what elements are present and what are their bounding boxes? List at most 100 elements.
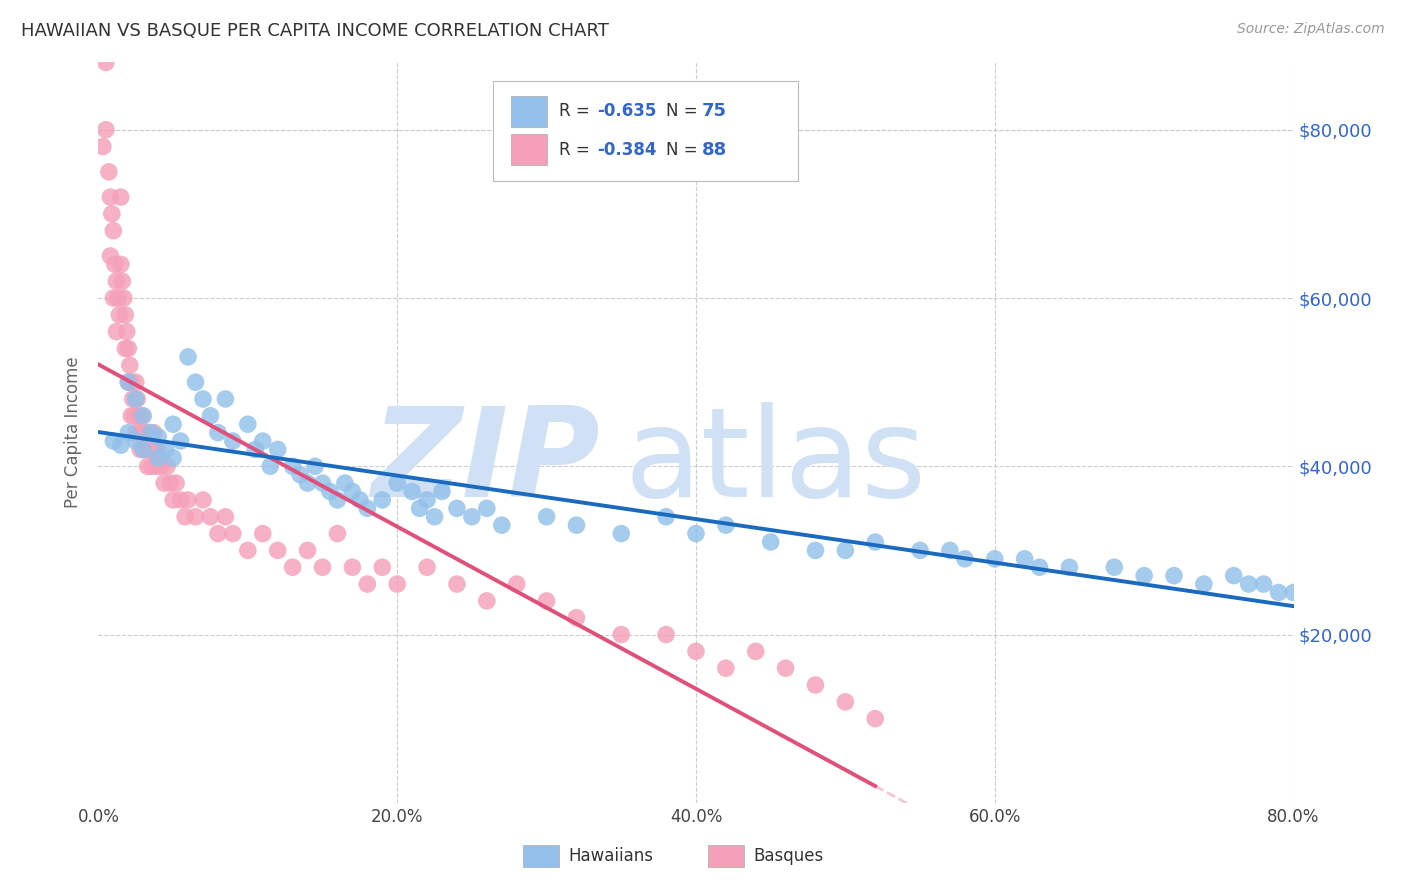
Point [1028, 560, 1050, 574]
Point [953, 551, 976, 566]
Point [110, 257, 132, 271]
Point [132, 425, 155, 440]
Point [159, 476, 181, 491]
Point [143, 442, 166, 457]
Point [145, 459, 167, 474]
Point [125, 375, 148, 389]
Point [214, 392, 236, 406]
Point [115, 325, 138, 339]
Text: Source: ZipAtlas.com: Source: ZipAtlas.com [1237, 22, 1385, 37]
Point [222, 434, 245, 448]
Point [117, 375, 139, 389]
Point [120, 409, 142, 423]
Point [148, 430, 170, 444]
Point [685, 526, 707, 541]
Point [150, 459, 173, 474]
Point [461, 509, 484, 524]
Point [416, 492, 439, 507]
Point [118, 359, 141, 373]
Point [714, 661, 737, 675]
Text: atlas: atlas [624, 401, 927, 523]
Point [371, 560, 394, 574]
Point [475, 501, 498, 516]
Point [129, 425, 152, 440]
Text: Hawaiians: Hawaiians [568, 847, 654, 865]
Point [385, 476, 409, 491]
Text: 88: 88 [702, 141, 727, 159]
Point [207, 526, 229, 541]
Point [423, 509, 446, 524]
Point [114, 342, 136, 356]
Point [319, 484, 342, 499]
Point [326, 492, 349, 507]
Point [804, 543, 827, 558]
Point [1133, 568, 1156, 582]
Point [184, 375, 207, 389]
FancyBboxPatch shape [494, 81, 797, 181]
Point [236, 417, 259, 432]
Point [506, 577, 529, 591]
Point [446, 501, 468, 516]
Point [110, 190, 132, 204]
Point [177, 492, 200, 507]
Point [401, 484, 423, 499]
Point [141, 459, 163, 474]
Point [267, 442, 290, 457]
Point [610, 627, 633, 641]
Point [148, 442, 170, 457]
Point [174, 509, 197, 524]
Point [236, 543, 259, 558]
Point [129, 442, 152, 457]
Point [1163, 568, 1185, 582]
Point [326, 526, 349, 541]
Y-axis label: Per Capita Income: Per Capita Income [65, 357, 83, 508]
Point [131, 409, 153, 423]
Point [371, 492, 394, 507]
Point [105, 274, 128, 288]
Point [114, 308, 136, 322]
Text: 75: 75 [702, 103, 727, 120]
Text: N =: N = [666, 103, 703, 120]
Point [148, 450, 170, 465]
Point [356, 501, 378, 516]
Point [267, 543, 290, 558]
Point [124, 409, 146, 423]
Point [416, 560, 439, 574]
Point [408, 501, 430, 516]
Point [311, 476, 333, 491]
Point [162, 417, 184, 432]
Point [610, 526, 633, 541]
Text: ZIP: ZIP [371, 401, 600, 523]
Point [1282, 585, 1305, 599]
Point [117, 342, 139, 356]
Point [984, 551, 1007, 566]
Point [98, 249, 122, 263]
Point [1014, 551, 1036, 566]
Point [156, 459, 179, 474]
Text: -0.384: -0.384 [596, 141, 657, 159]
Bar [709, 845, 744, 867]
Point [297, 543, 319, 558]
Point [98, 190, 122, 204]
Point [222, 526, 245, 541]
Point [214, 509, 236, 524]
Point [1237, 577, 1260, 591]
Point [804, 678, 827, 692]
Point [865, 712, 887, 726]
Text: Basques: Basques [754, 847, 824, 865]
Point [356, 577, 378, 591]
Point [281, 459, 304, 474]
Point [252, 526, 274, 541]
Point [108, 308, 131, 322]
Point [333, 476, 356, 491]
Point [939, 543, 962, 558]
Point [745, 644, 768, 658]
Point [288, 467, 311, 482]
Point [1267, 585, 1289, 599]
Point [191, 392, 214, 406]
Point [342, 484, 364, 499]
Point [107, 291, 129, 305]
Point [177, 350, 200, 364]
Point [1223, 568, 1246, 582]
Point [132, 409, 155, 423]
